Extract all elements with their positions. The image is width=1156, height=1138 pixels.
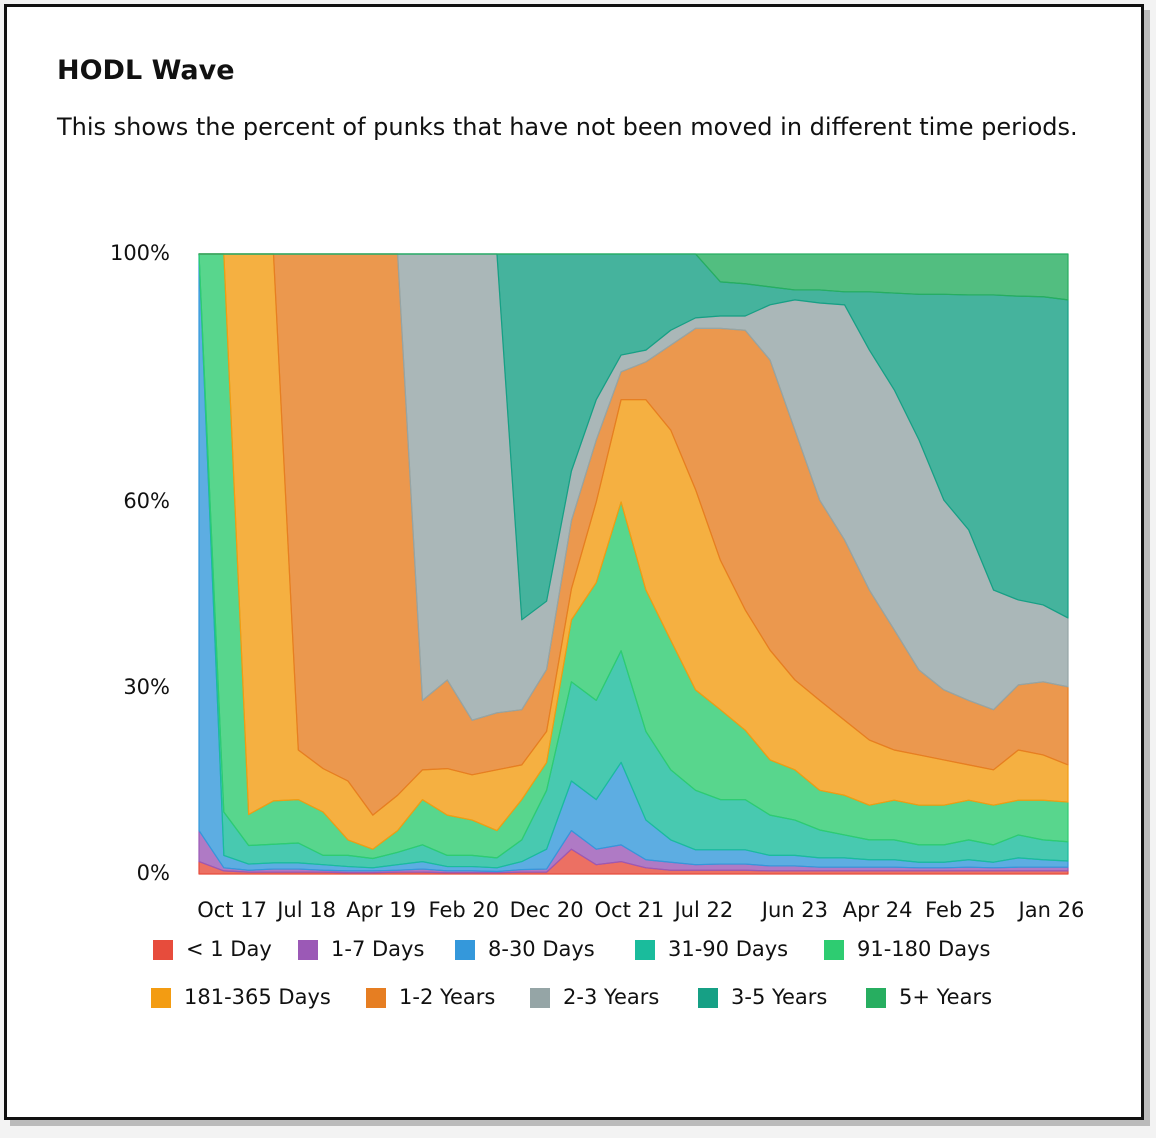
legend-label: 2-3 Years — [563, 985, 659, 1009]
legend-label: 3-5 Years — [731, 985, 827, 1009]
legend-swatch — [153, 940, 173, 960]
chart-title: HODL Wave — [57, 55, 235, 86]
legend-swatch — [298, 940, 318, 960]
legend-swatch — [698, 988, 718, 1008]
x-tick-label: Apr 24 — [843, 898, 913, 922]
legend-label: 31-90 Days — [668, 937, 788, 961]
x-tick-label: Oct 17 — [197, 898, 267, 922]
x-tick-label: Jul 22 — [672, 898, 733, 922]
chart-subtitle: This shows the percent of punks that hav… — [57, 113, 1078, 141]
legend-swatch — [635, 940, 655, 960]
area — [198, 253, 1069, 301]
y-tick-label: 30% — [123, 675, 170, 699]
legend-label: < 1 Day — [186, 937, 272, 961]
legend-swatch — [824, 940, 844, 960]
legend-label: 1-2 Years — [399, 985, 495, 1009]
y-tick-label: 0% — [137, 861, 170, 885]
y-tick-label: 60% — [123, 489, 170, 513]
legend-swatch — [866, 988, 886, 1008]
x-tick-label: Feb 25 — [925, 898, 996, 922]
x-tick-label: Jan 26 — [1017, 898, 1085, 922]
legend-label: 1-7 Days — [331, 937, 424, 961]
legend-label: 5+ Years — [899, 985, 992, 1009]
x-tick-label: Feb 20 — [429, 898, 500, 922]
x-tick-label: Jun 23 — [760, 898, 828, 922]
legend-swatch — [151, 988, 171, 1008]
legend-swatch — [366, 988, 386, 1008]
legend-label: 8-30 Days — [488, 937, 595, 961]
x-tick-label: Dec 20 — [510, 898, 584, 922]
x-tick-label: Apr 19 — [346, 898, 416, 922]
y-tick-label: 100% — [110, 241, 170, 265]
legend-swatch — [455, 940, 475, 960]
x-tick-label: Jul 18 — [275, 898, 336, 922]
legend-label: 181-365 Days — [184, 985, 331, 1009]
x-tick-label: Oct 21 — [595, 898, 665, 922]
legend-label: 91-180 Days — [857, 937, 990, 961]
legend-swatch — [530, 988, 550, 1008]
